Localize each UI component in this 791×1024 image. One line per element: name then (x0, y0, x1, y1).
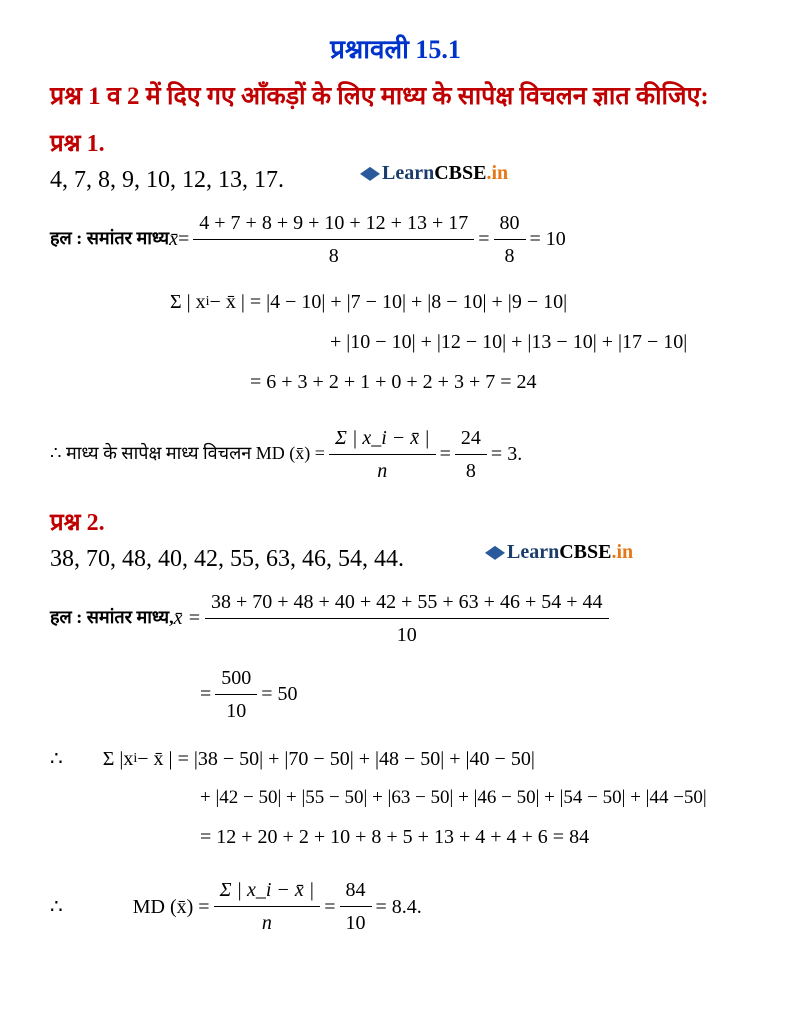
q1-sigma-line3: = 6 + 3 + 2 + 1 + 0 + 2 + 3 + 7 = 24 (50, 368, 741, 396)
q1-mean-num: 4 + 7 + 8 + 9 + 10 + 12 + 13 + 17 (193, 209, 474, 240)
watermark-in: .in (611, 541, 633, 563)
q2-mean-frac1: 38 + 70 + 48 + 40 + 42 + 55 + 63 + 46 + … (205, 588, 609, 649)
q1-md-num: Σ | x_i − x̄ | (329, 424, 436, 455)
q2-label: प्रश्न 2. (50, 505, 741, 538)
q1-mean-den: 8 (323, 240, 345, 270)
q1-mean-line: हल : समांतर माध्य x̄ = 4 + 7 + 8 + 9 + 1… (50, 209, 741, 270)
watermark-cbse: CBSE (434, 162, 486, 184)
q1-data: 4, 7, 8, 9, 10, 12, 13, 17. LearnCBSE.in (50, 167, 741, 194)
q1-mean-frac2-den: 8 (499, 240, 521, 270)
q2-md-prefix: ∴ (50, 893, 63, 921)
q1-xbar: x̄ (169, 225, 178, 253)
q2-xbar: x̄ = (174, 604, 201, 632)
q1-sigma-lhs: Σ | x (170, 288, 206, 316)
watermark-logo: LearnCBSE.in (485, 541, 633, 564)
q2-mean-den: 10 (391, 619, 423, 649)
watermark-cbse: CBSE (559, 541, 611, 563)
q2-md-result: = 8.4. (376, 893, 422, 921)
q2-md-frac2-num: 84 (340, 876, 372, 907)
exercise-title: प्रश्नावली 15.1 (50, 30, 741, 66)
eq-sign: = (478, 225, 489, 253)
q1-md-prefix: ∴ माध्य के सापेक्ष माध्य विचलन MD (x̄) = (50, 441, 325, 466)
q2-data: 38, 70, 48, 40, 42, 55, 63, 46, 54, 44. … (50, 546, 741, 573)
q2-sigma-prefix: ∴ (50, 745, 63, 773)
eq-sign: = (324, 893, 335, 921)
q2-md-frac1: Σ | x_i − x̄ | n (214, 876, 321, 937)
q1-md-line: ∴ माध्य के सापेक्ष माध्य विचलन MD (x̄) =… (50, 424, 741, 485)
q1-mean-frac2: 80 8 (494, 209, 526, 270)
q2-mean-line2: = 500 10 = 50 (50, 664, 741, 725)
q2-data-values: 38, 70, 48, 40, 42, 55, 63, 46, 54, 44. (50, 546, 404, 572)
eq-sign: = (440, 440, 451, 468)
q2-sigma-line1: ∴ Σ |xi − x̄ | = |38 − 50| + |70 − 50| +… (50, 745, 741, 773)
cap-icon (485, 546, 505, 560)
q1-eq: = (178, 225, 189, 253)
q1-label: प्रश्न 1. (50, 126, 741, 159)
q1-mean-frac1: 4 + 7 + 8 + 9 + 10 + 12 + 13 + 17 8 (193, 209, 474, 270)
instruction-text: प्रश्न 1 व 2 में दिए गए आँकड़ों के लिए म… (50, 78, 741, 116)
q2-md-label: MD (x̄) = (133, 893, 210, 921)
q2-sigma-line2: + |42 − 50| + |55 − 50| + |63 − 50| + |4… (50, 785, 741, 812)
watermark-logo: LearnCBSE.in (360, 162, 508, 185)
q2-mean-frac2-den: 10 (220, 695, 252, 725)
q2-sigma-lhs: Σ |x (103, 745, 134, 773)
q1-md-frac2-num: 24 (455, 424, 487, 455)
q1-md-result: = 3. (491, 440, 522, 468)
q2-sigma-mid: − x̄ | = |38 − 50| + |70 − 50| + |48 − 5… (137, 745, 535, 773)
watermark-learn: Learn (507, 541, 559, 563)
q2-mean-num: 38 + 70 + 48 + 40 + 42 + 55 + 63 + 46 + … (205, 588, 609, 619)
q1-sigma-line2: + |10 − 10| + |12 − 10| + |13 − 10| + |1… (50, 328, 741, 356)
cap-icon (360, 167, 380, 181)
q2-md-line: ∴ MD (x̄) = Σ | x_i − x̄ | n = 84 10 = 8… (50, 876, 741, 937)
watermark-in: .in (486, 162, 508, 184)
q2-mean-frac2: 500 10 (215, 664, 257, 725)
q2-md-num: Σ | x_i − x̄ | (214, 876, 321, 907)
q2-mean-frac2-num: 500 (215, 664, 257, 695)
q1-md-frac2: 24 8 (455, 424, 487, 485)
q2-md-frac2-den: 10 (340, 907, 372, 937)
q1-mean-frac2-num: 80 (494, 209, 526, 240)
q2-sol-label: हल : समांतर माध्य, (50, 605, 174, 630)
q2-md-den: n (256, 907, 278, 937)
q1-md-frac1: Σ | x_i − x̄ | n (329, 424, 436, 485)
q2-sigma-line3: = 12 + 20 + 2 + 10 + 8 + 5 + 13 + 4 + 4 … (50, 823, 741, 851)
q1-md-frac2-den: 8 (460, 455, 482, 485)
q1-sigma-mid: − x̄ | = |4 − 10| + |7 − 10| + |8 − 10| … (210, 288, 568, 316)
q1-sol-label: हल : समांतर माध्य (50, 226, 169, 251)
q1-mean-result: = 10 (530, 225, 566, 253)
q2-mean-result: = 50 (261, 680, 297, 708)
eq-sign: = (200, 680, 211, 708)
q2-md-frac2: 84 10 (340, 876, 372, 937)
q2-mean-line: हल : समांतर माध्य, x̄ = 38 + 70 + 48 + 4… (50, 588, 741, 649)
q1-md-den: n (371, 455, 393, 485)
q1-sigma-line1: Σ | xi − x̄ | = |4 − 10| + |7 − 10| + |8… (50, 288, 741, 316)
q1-data-values: 4, 7, 8, 9, 10, 12, 13, 17. (50, 167, 284, 193)
watermark-learn: Learn (382, 162, 434, 184)
